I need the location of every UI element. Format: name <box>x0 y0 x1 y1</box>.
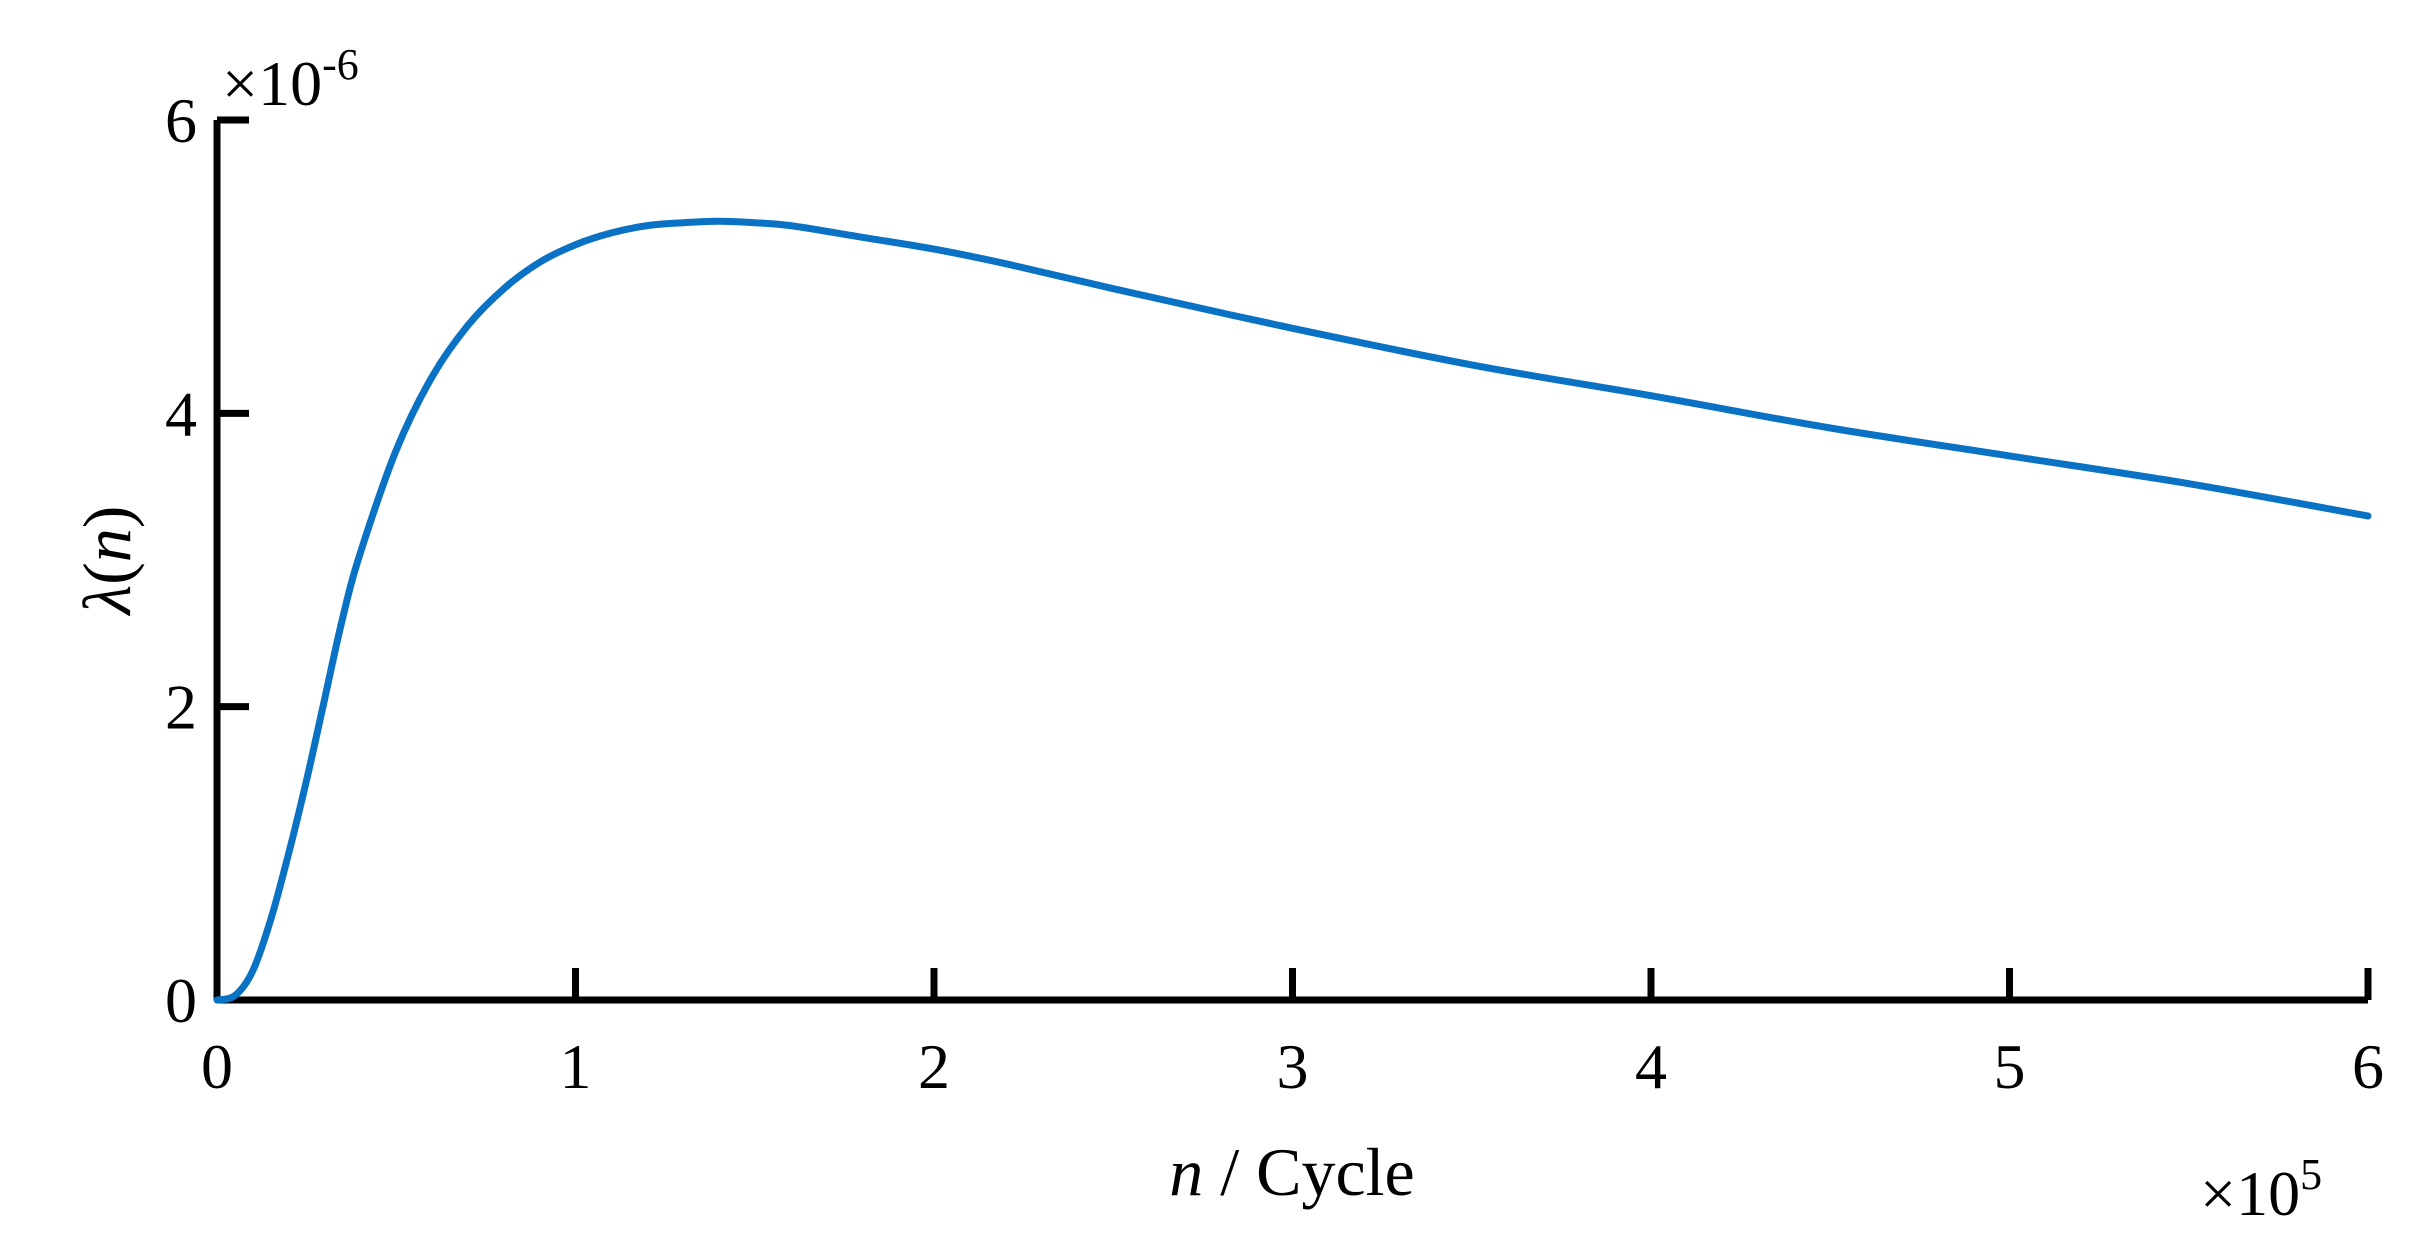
x-tick-label: 6 <box>2352 1031 2384 1102</box>
series-group <box>213 217 2372 1004</box>
x-axis-multiplier: ×105 <box>2200 1150 2322 1229</box>
x-tick-label: 5 <box>1994 1031 2026 1102</box>
labels: 0 1 2 3 4 5 6 0 2 4 6 ×10-6 ×105 n / Cycle λ(n) <box>69 40 2384 1229</box>
x-tick-label: 1 <box>560 1031 592 1102</box>
x-tick-label: 4 <box>1635 1031 1667 1102</box>
series-line-0 <box>213 217 2372 1004</box>
x-tick-label: 2 <box>918 1031 950 1102</box>
y-axis-multiplier: ×10-6 <box>222 40 359 119</box>
x-tick-label: 0 <box>201 1031 233 1102</box>
y-axis-title: λ(n) <box>69 506 145 617</box>
y-tick-label: 2 <box>165 672 197 743</box>
y-tick-label: 0 <box>165 965 197 1036</box>
y-tick-label: 6 <box>165 85 197 156</box>
ticks <box>217 116 2372 1000</box>
x-axis-title: n / Cycle <box>1169 1134 1415 1210</box>
x-tick-label: 3 <box>1277 1031 1309 1102</box>
axes <box>213 120 2368 1004</box>
y-tick-label: 4 <box>165 378 197 449</box>
